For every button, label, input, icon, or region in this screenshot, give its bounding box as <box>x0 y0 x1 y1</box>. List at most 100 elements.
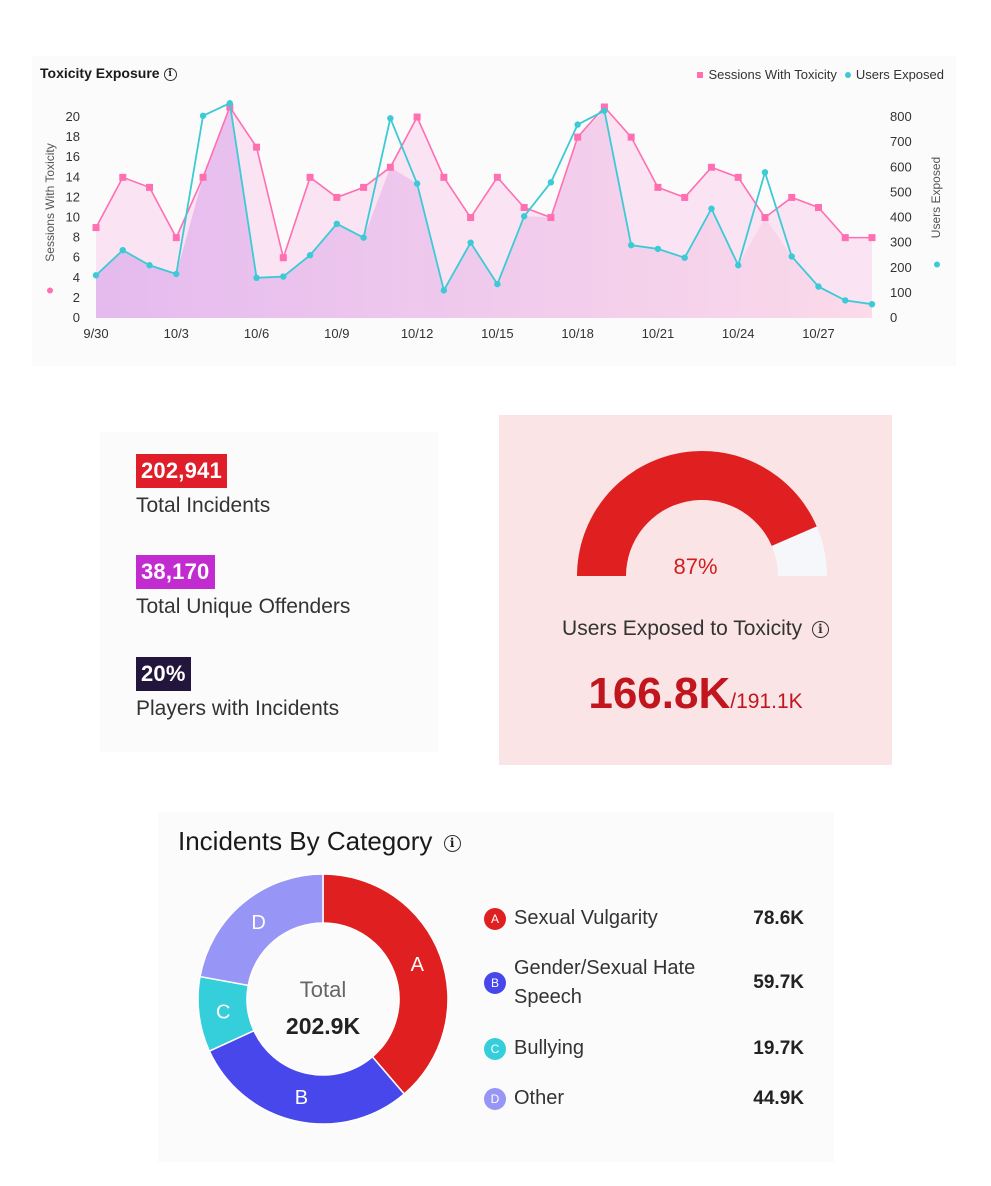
stat-unique-offenders: 38,170 Total Unique Offenders <box>136 555 350 619</box>
users-total-value: /191.1K <box>730 690 803 713</box>
users-area <box>96 107 872 318</box>
category-badge-a: A <box>484 907 506 930</box>
y-axis-marker <box>47 287 53 294</box>
sessions-point <box>681 193 689 201</box>
users-point <box>815 283 822 290</box>
sessions-point <box>279 254 287 262</box>
y2-tick-label: 200 <box>890 260 912 275</box>
gauge-fill <box>577 451 817 576</box>
category-row-sexual-vulgarity[interactable]: A Sexual Vulgarity 78.6K <box>484 904 814 933</box>
users-point <box>601 107 608 114</box>
donut-slice-b <box>208 1029 406 1125</box>
donut-center-value: 202.9K <box>286 1013 361 1039</box>
users-point <box>761 169 769 176</box>
users-point <box>494 280 501 288</box>
category-name: Sexual Vulgarity <box>514 907 658 929</box>
y2-tick-label: 300 <box>890 235 912 250</box>
y2-tick-label: 500 <box>890 184 912 199</box>
sessions-point <box>600 103 608 111</box>
x-tick-label: 10/15 <box>481 326 514 341</box>
sessions-point <box>574 133 582 141</box>
users-point <box>708 205 715 212</box>
users-point <box>173 270 180 278</box>
users-point <box>788 253 795 260</box>
category-value: 59.7K <box>753 972 804 993</box>
users-point <box>333 220 341 228</box>
users-exposed-card: 87% Users Exposed to Toxicity i 166.8K/1… <box>499 415 892 765</box>
x-tick-label: 10/3 <box>164 326 189 341</box>
users-point <box>440 287 448 294</box>
users-point <box>868 300 876 308</box>
y-axis-title: Sessions With Toxicity <box>43 143 57 261</box>
stat-value-badge: 38,170 <box>136 555 215 589</box>
donut-center-label: Total <box>300 977 346 1002</box>
chart-legend: Sessions With Toxicity Users Exposed <box>697 67 944 82</box>
stat-players-with-incidents: 20% Players with Incidents <box>136 657 339 721</box>
category-row-other[interactable]: D Other 44.9K <box>484 1084 814 1113</box>
category-badge-b: B <box>484 972 506 994</box>
y2-tick-label: 400 <box>890 210 912 225</box>
gauge-label: Users Exposed to Toxicity i <box>499 617 892 641</box>
users-point <box>280 273 287 280</box>
info-icon[interactable]: i <box>443 834 461 852</box>
y2-tick-label: 100 <box>890 285 912 300</box>
category-title: Incidents By Category i <box>178 826 461 857</box>
legend-item-users[interactable]: Users Exposed <box>844 67 944 82</box>
category-row-bullying[interactable]: C Bullying 19.7K <box>484 1034 814 1063</box>
sessions-point <box>493 173 501 181</box>
y-tick-label: 20 <box>66 109 80 124</box>
category-value: 19.7K <box>753 1037 804 1059</box>
category-value: 44.9K <box>753 1087 804 1109</box>
stat-value-badge: 20% <box>136 657 191 691</box>
category-name: Gender/Sexual Hate Speech <box>514 957 696 1008</box>
sessions-point <box>306 173 314 181</box>
x-tick-label: 10/6 <box>244 326 269 341</box>
sessions-point <box>172 234 180 242</box>
x-tick-label: 10/12 <box>401 326 434 341</box>
gauge-value-row: 166.8K/191.1K <box>499 669 892 719</box>
legend-label-sessions: Sessions With Toxicity <box>708 67 837 82</box>
x-tick-label: 10/9 <box>324 326 349 341</box>
sessions-point <box>92 224 100 232</box>
exposure-gauge <box>577 451 827 576</box>
category-name: Other <box>514 1087 565 1109</box>
sessions-point <box>627 133 635 141</box>
donut-slice-a <box>322 873 449 1096</box>
toxicity-exposure-chart: 0246810121416182001002003004005006007008… <box>43 100 943 341</box>
users-exposed-value: 166.8K <box>588 669 731 718</box>
legend-label-users: Users Exposed <box>855 67 944 82</box>
info-icon[interactable]: i <box>811 620 829 638</box>
users-point <box>735 262 742 269</box>
category-name: Bullying <box>514 1037 585 1059</box>
category-row-hate-speech[interactable]: B Gender/Sexual Hate Speech 59.7K <box>484 954 814 1012</box>
users-point <box>467 239 474 246</box>
y2-axis-title: Users Exposed <box>929 157 943 238</box>
users-point <box>627 241 635 249</box>
users-point <box>253 274 260 282</box>
y2-axis-marker <box>934 261 940 268</box>
sessions-point <box>467 214 475 222</box>
stat-total-incidents: 202,941 Total Incidents <box>136 454 270 518</box>
sessions-point <box>119 173 127 181</box>
category-donut-chart: A B C D Total 202.9K <box>197 873 449 1125</box>
users-point <box>92 272 100 279</box>
users-point <box>520 213 528 220</box>
users-point <box>306 252 314 259</box>
info-icon[interactable]: i <box>163 67 177 81</box>
legend-item-sessions[interactable]: Sessions With Toxicity <box>697 67 837 82</box>
gauge-label-text: Users Exposed to Toxicity <box>562 617 803 640</box>
users-point <box>413 180 421 187</box>
users-point <box>226 100 233 107</box>
x-tick-label: 10/24 <box>722 326 755 341</box>
incidents-by-category-card: Incidents By Category i A B C D Total 202.9K … <box>158 812 834 1162</box>
legend-dot-icon <box>844 71 851 78</box>
users-line <box>95 101 873 306</box>
sessions-point <box>440 173 448 181</box>
sessions-point <box>520 203 528 211</box>
sessions-point <box>841 234 849 242</box>
sessions-point <box>788 193 796 201</box>
sessions-point <box>654 183 662 191</box>
gauge-percent: 87% <box>673 554 718 579</box>
stat-label: Total Incidents <box>136 494 271 517</box>
chart-title: Toxicity Exposure i <box>40 65 177 81</box>
